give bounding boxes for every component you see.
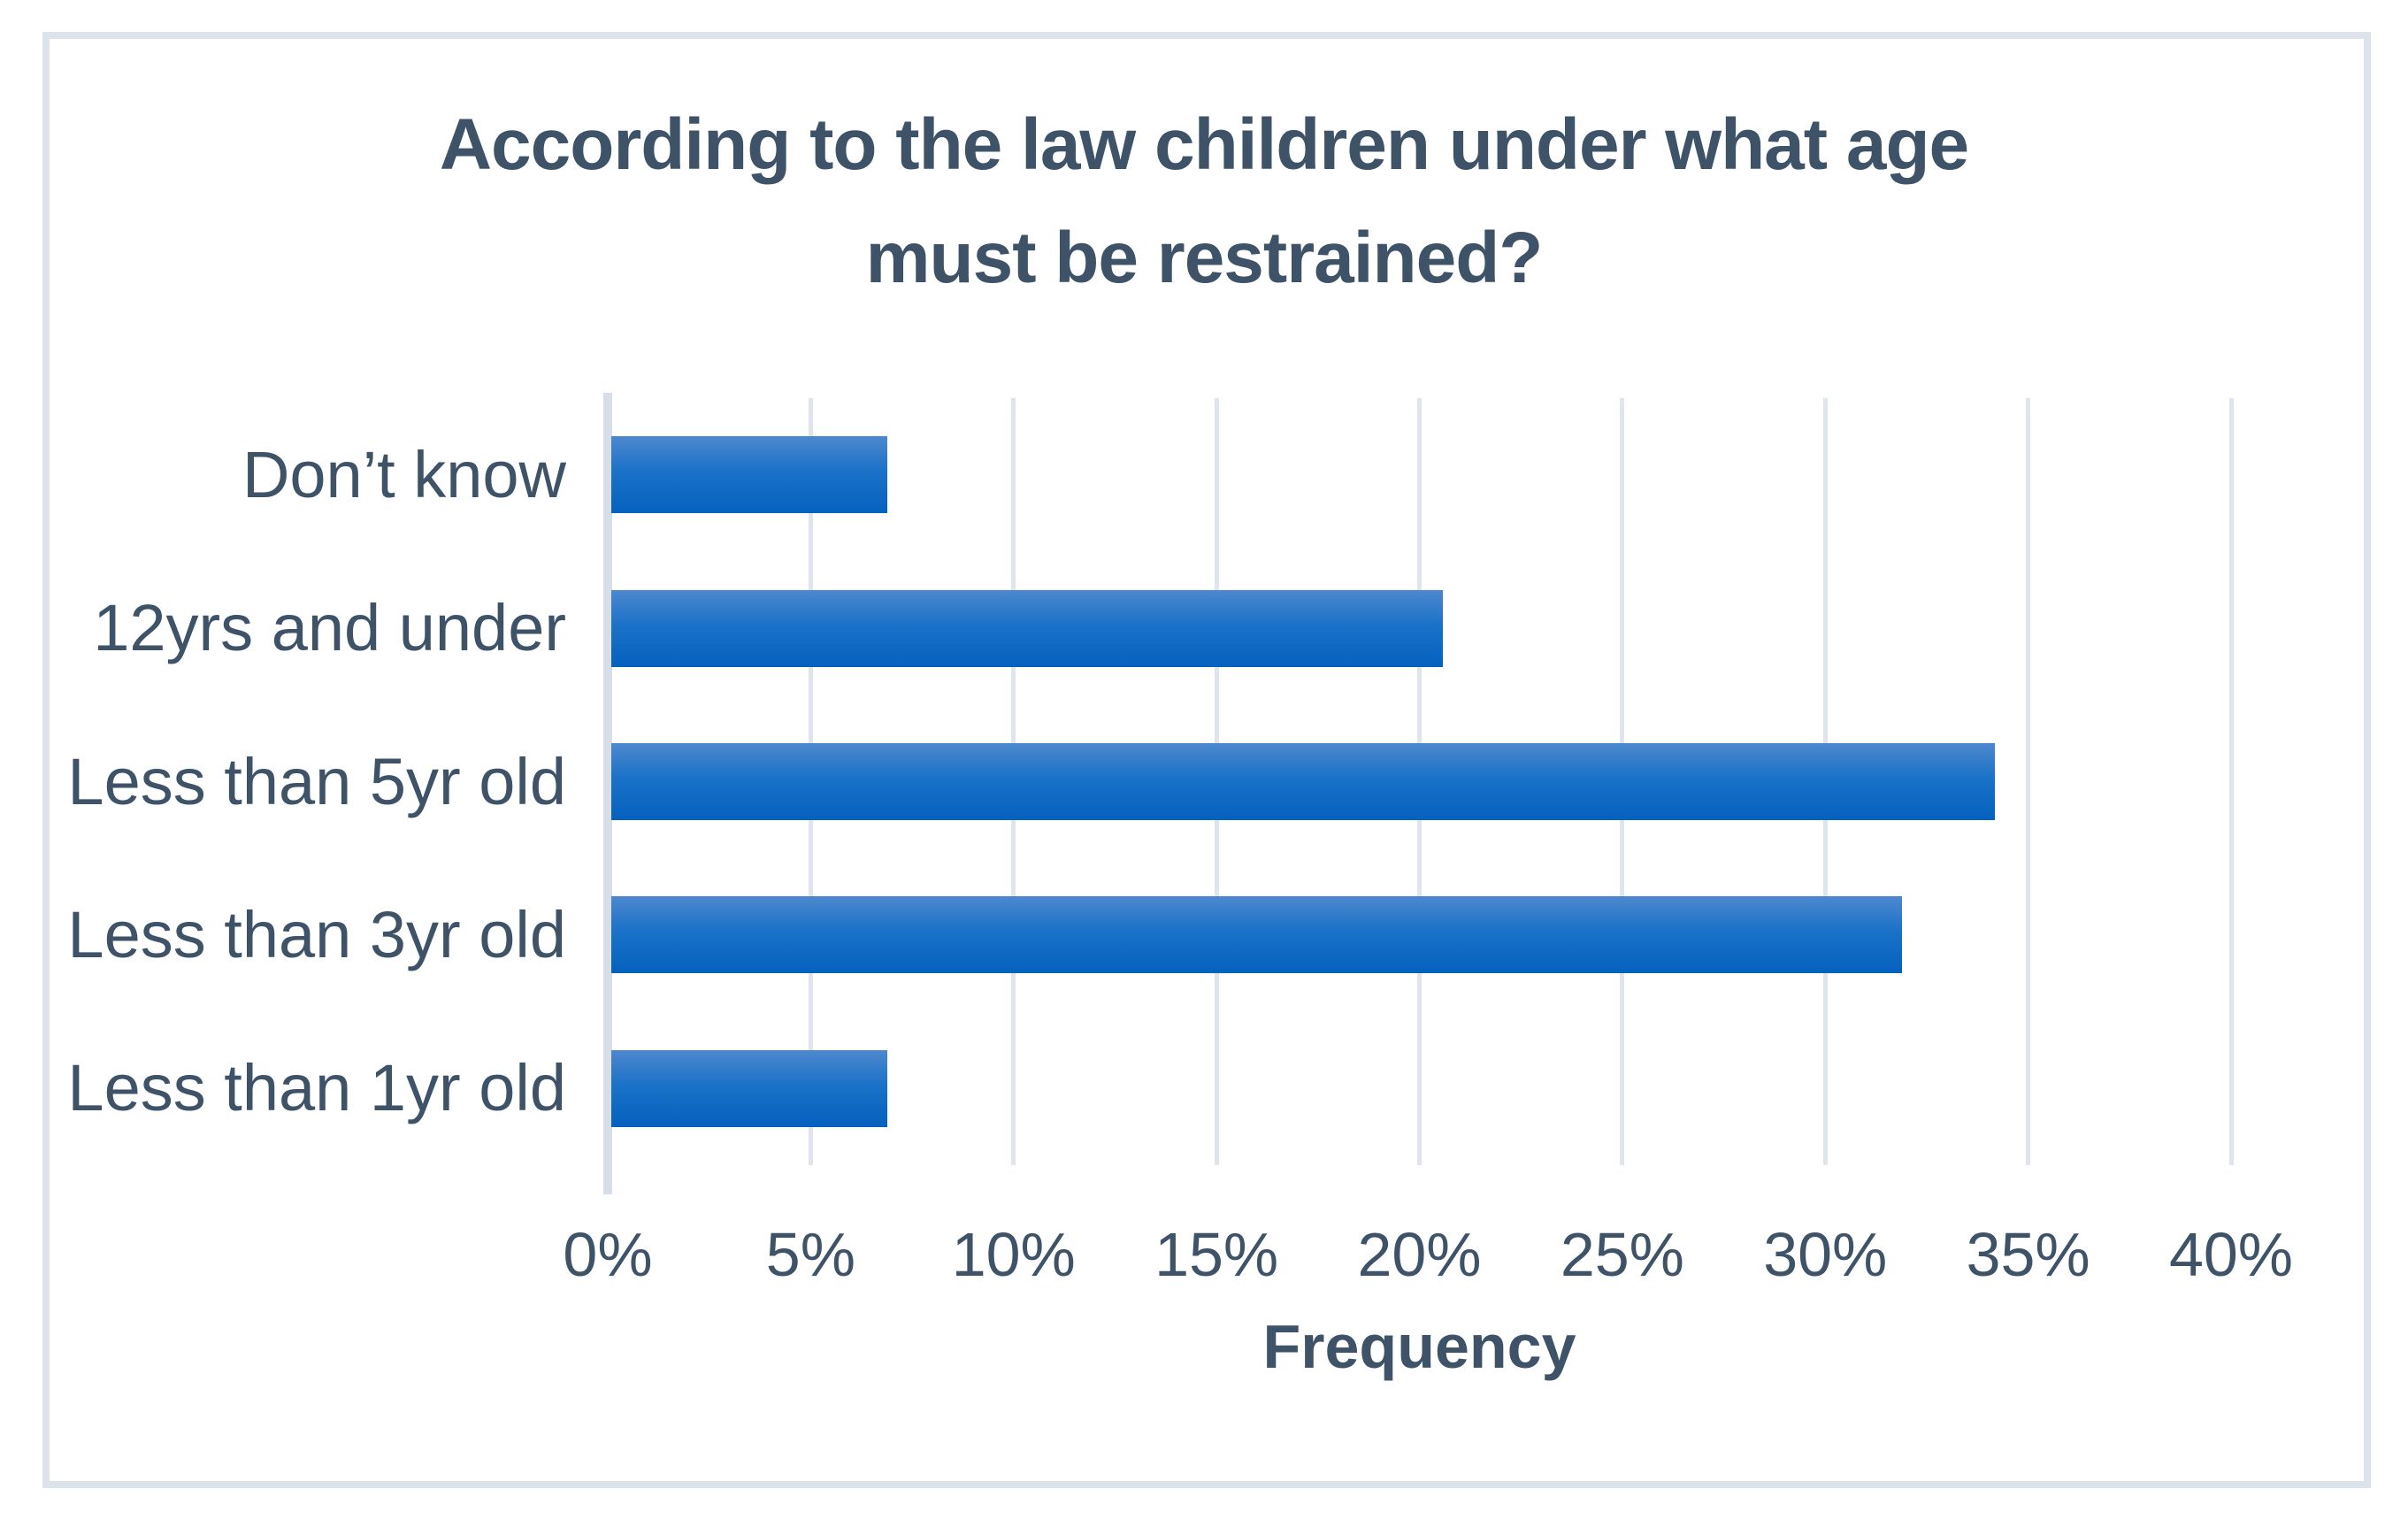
chart-title-line: According to the law children under what… <box>439 104 1969 185</box>
x-axis-title: Frequency <box>1262 1312 1576 1381</box>
category-label: Less than 3yr old <box>67 897 566 971</box>
x-tick-label: 35% <box>1966 1220 2090 1289</box>
bar <box>611 589 1444 667</box>
x-tick-label: 40% <box>2168 1220 2294 1289</box>
bar <box>611 896 1902 974</box>
x-tick-label: 15% <box>1154 1220 1279 1289</box>
chart-title-line: must be restrained? <box>865 218 1544 298</box>
value-axis-zero-line <box>603 393 612 1194</box>
bar <box>611 436 887 514</box>
chart-title: According to the law children under what… <box>0 88 2408 315</box>
bar <box>611 1049 887 1127</box>
x-tick-label: 30% <box>1763 1220 1888 1289</box>
x-tick-label: 25% <box>1560 1220 1684 1289</box>
category-label: 12yrs and under <box>93 591 566 665</box>
x-tick-label: 0% <box>563 1220 653 1289</box>
x-tick-label: 10% <box>951 1220 1076 1289</box>
x-tick-label: 5% <box>765 1220 855 1289</box>
bar <box>611 743 1996 820</box>
gridline <box>2026 398 2031 1165</box>
category-label: Less than 1yr old <box>67 1051 566 1125</box>
plot-area <box>603 393 2234 1194</box>
gridline <box>2228 398 2234 1165</box>
category-label: Don’t know <box>242 437 566 511</box>
x-tick-label: 20% <box>1357 1220 1482 1289</box>
category-label: Less than 5yr old <box>67 744 566 818</box>
